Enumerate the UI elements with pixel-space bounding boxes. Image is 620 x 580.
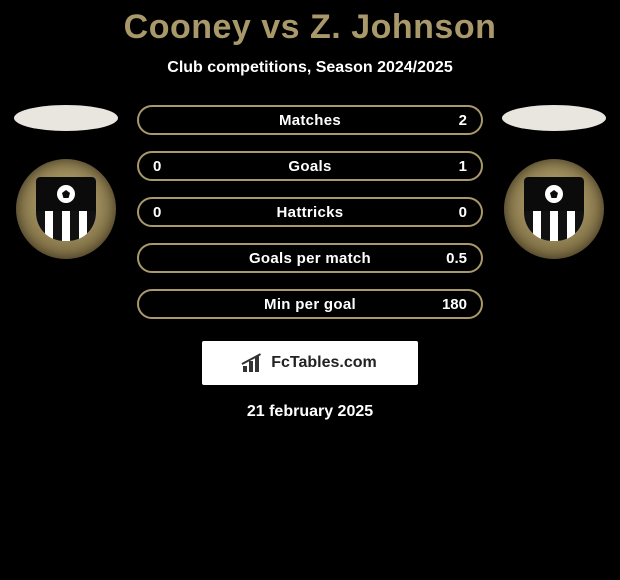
club-crest-icon	[524, 177, 584, 241]
club-badge-left	[16, 159, 116, 259]
stat-label: Matches	[189, 112, 431, 129]
stat-row-goals: 0 Goals 1	[137, 151, 483, 181]
club-crest-icon	[36, 177, 96, 241]
attribution-badge[interactable]: FcTables.com	[202, 341, 418, 385]
attribution-text: FcTables.com	[271, 354, 377, 372]
page-title: Cooney vs Z. Johnson	[0, 8, 620, 47]
club-badge-right	[504, 159, 604, 259]
stat-row-hattricks: 0 Hattricks 0	[137, 197, 483, 227]
stats-list: Matches 2 0 Goals 1 0 Hattricks 0 Goals …	[137, 105, 483, 319]
stat-label: Hattricks	[189, 204, 431, 221]
bar-chart-icon	[243, 354, 265, 372]
player-left-silhouette	[14, 105, 118, 131]
stat-right-value: 180	[431, 296, 467, 313]
subtitle: Club competitions, Season 2024/2025	[0, 59, 620, 77]
footer-date: 21 february 2025	[0, 403, 620, 421]
stat-row-matches: Matches 2	[137, 105, 483, 135]
stat-label: Min per goal	[189, 296, 431, 313]
stat-row-min-per-goal: Min per goal 180	[137, 289, 483, 319]
stat-right-value: 2	[431, 112, 467, 129]
stat-label: Goals	[189, 158, 431, 175]
player-left-column	[11, 105, 121, 259]
player-right-column	[499, 105, 609, 259]
stat-left-value: 0	[153, 158, 189, 175]
stat-right-value: 0	[431, 204, 467, 221]
main-row: Matches 2 0 Goals 1 0 Hattricks 0 Goals …	[0, 105, 620, 319]
stat-right-value: 1	[431, 158, 467, 175]
comparison-card: Cooney vs Z. Johnson Club competitions, …	[0, 0, 620, 421]
stat-label: Goals per match	[189, 250, 431, 267]
player-right-silhouette	[502, 105, 606, 131]
stat-right-value: 0.5	[431, 250, 467, 267]
stat-row-goals-per-match: Goals per match 0.5	[137, 243, 483, 273]
stat-left-value: 0	[153, 204, 189, 221]
